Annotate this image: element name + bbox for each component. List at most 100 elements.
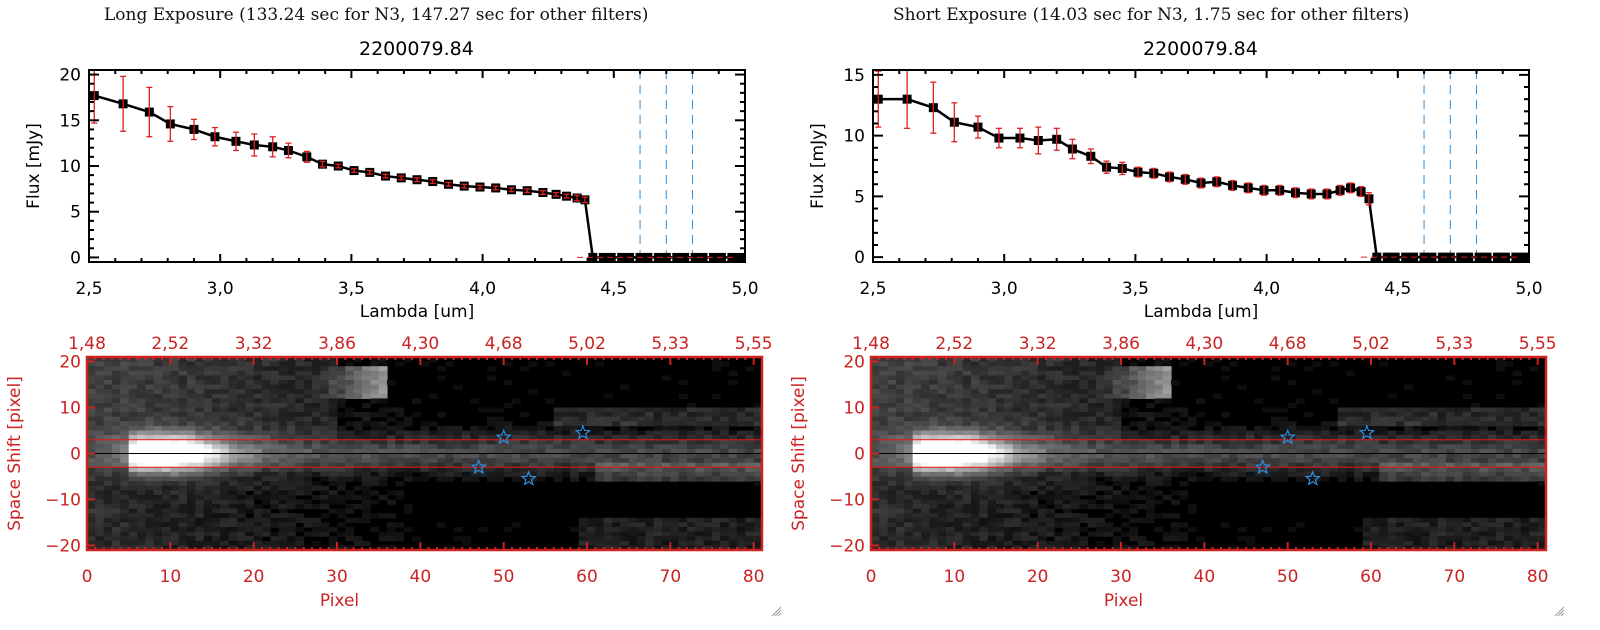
image-pixel [112, 439, 121, 445]
image-pixel [470, 425, 480, 432]
image-pixel [1446, 471, 1455, 478]
image-pixel [320, 490, 330, 496]
image-pixel [170, 545, 180, 551]
image-pixel [145, 531, 155, 537]
image-pixel [1329, 439, 1339, 445]
image-pixel [95, 389, 105, 395]
image-pixel [203, 527, 213, 533]
image-pixel [437, 430, 446, 436]
image-pixel [728, 453, 738, 459]
image-pixel [112, 476, 121, 482]
image-pixel [1454, 467, 1464, 473]
image-pixel [312, 453, 321, 459]
image-pixel [1112, 476, 1122, 482]
image-pixel [303, 357, 313, 363]
image-pixel [1287, 458, 1297, 464]
image-pixel [345, 389, 355, 395]
image-pixel [1146, 462, 1155, 468]
image-pixel [120, 499, 130, 505]
image-pixel [1396, 453, 1405, 459]
image-pixel [954, 476, 964, 482]
image-pixel [1096, 407, 1105, 413]
image-pixel [428, 435, 438, 441]
image-pixel [170, 430, 180, 436]
image-pixel [1062, 522, 1072, 528]
image-pixel [871, 375, 880, 381]
image-pixel [87, 425, 96, 432]
image-pixel [595, 517, 605, 523]
image-pixel [228, 375, 238, 381]
image-pixel [1096, 412, 1105, 418]
image-pixel [1046, 380, 1055, 386]
image-pixel [570, 453, 580, 459]
image-pixel [262, 448, 271, 455]
image-pixel [904, 430, 914, 436]
image-pixel [670, 453, 680, 459]
image-pixel [1429, 421, 1439, 427]
image-pixel [1012, 522, 1022, 528]
image-pixel [1196, 536, 1205, 542]
image-pixel [1071, 531, 1080, 537]
image-pixel [1421, 458, 1430, 464]
image-pixel [1412, 517, 1422, 523]
image-pixel [95, 522, 105, 528]
image-pixel [1129, 527, 1139, 533]
image-pixel [1162, 380, 1172, 386]
image-pixel [1337, 421, 1347, 427]
image-pixel [353, 357, 363, 363]
image-pixel [1146, 471, 1155, 478]
image-pixel [1146, 375, 1155, 381]
image-pixel [1071, 453, 1080, 459]
image-pixel [1421, 412, 1430, 418]
image-pixel [1054, 398, 1064, 404]
image-pixel [212, 425, 221, 432]
image-pixel [1121, 403, 1130, 409]
image-pixel [337, 375, 346, 381]
image-pixel [162, 435, 171, 441]
image-pixel [228, 384, 238, 390]
image-pixel [1154, 380, 1164, 386]
image-pixel [128, 421, 138, 427]
image-pixel [1054, 504, 1064, 510]
image-pixel [512, 458, 521, 464]
image-pixel [687, 476, 696, 482]
image-pixel [1071, 375, 1080, 381]
image-pixel [345, 430, 355, 436]
image-pixel [603, 435, 613, 441]
image-pixel [1104, 462, 1114, 468]
image-pixel [971, 384, 980, 390]
image-pixel [262, 380, 271, 386]
image-pixel [1004, 403, 1014, 409]
image-pixel [1229, 545, 1239, 551]
image-pixel [387, 471, 396, 478]
image-pixel [737, 458, 746, 464]
image-pixel [320, 416, 330, 422]
image-pixel [745, 439, 755, 445]
image-pixel [962, 403, 972, 409]
image-pixel [628, 425, 638, 432]
image-pixel [737, 517, 746, 523]
image-pixel [979, 508, 989, 514]
image-pixel [1371, 522, 1380, 528]
image-pixel [971, 407, 980, 413]
image-pixel [545, 458, 555, 464]
image-pixel [137, 540, 146, 546]
image-pixel [153, 536, 163, 542]
image-pixel [1037, 485, 1047, 491]
image-pixel [270, 357, 280, 363]
image-pixel [287, 504, 296, 510]
image-pixel [987, 545, 997, 551]
image-pixel [328, 448, 338, 455]
image-pixel [87, 527, 96, 533]
image-pixel [912, 425, 922, 432]
image-pixel [137, 467, 146, 473]
image-pixel [1046, 490, 1055, 496]
image-pixel [320, 494, 330, 501]
image-pixel [1112, 467, 1122, 473]
image-pixel [1429, 435, 1439, 441]
image-pixel [195, 435, 205, 441]
image-pixel [95, 435, 105, 441]
image-pixel [112, 357, 121, 363]
image-pixel [162, 467, 171, 473]
image-pixel [1054, 366, 1064, 372]
